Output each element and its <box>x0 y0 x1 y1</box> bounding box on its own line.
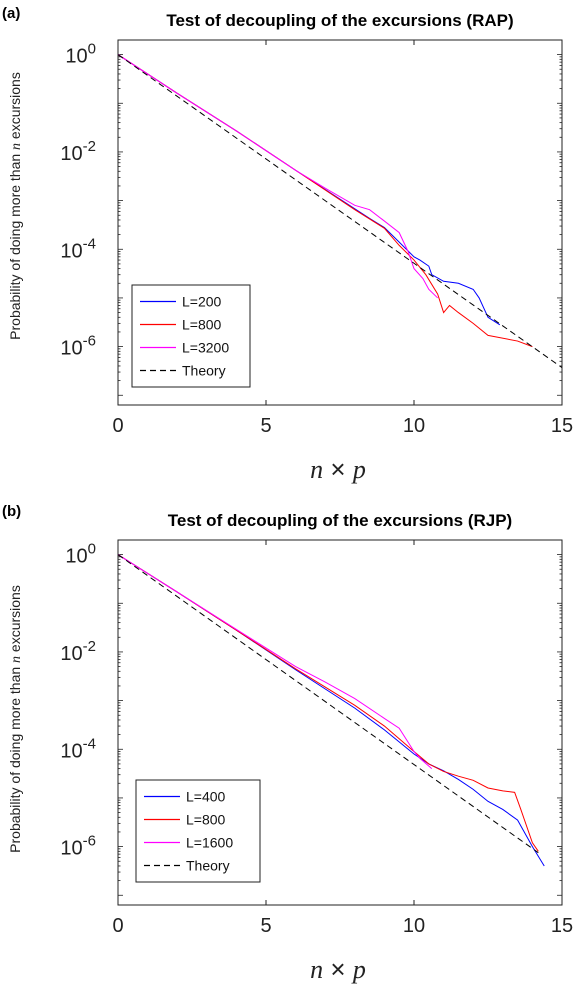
y-tick-label: 10-6 <box>60 333 96 360</box>
series-line-theory <box>118 554 539 854</box>
x-tick-label: 0 <box>112 915 123 937</box>
x-tick-label: 10 <box>403 915 425 937</box>
x-axis-label: n × p <box>310 954 366 984</box>
x-tick-label: 15 <box>551 415 573 437</box>
plot-area: 0 5 10 15 100 10-2 10-4 10-6 L=200 L=800 L=3200 The… <box>60 39 573 437</box>
legend-label: Theory <box>186 858 230 874</box>
y-tick-label: 10-2 <box>60 138 96 165</box>
y-tick-label: 10-4 <box>60 235 96 262</box>
legend-label: L=200 <box>182 294 222 310</box>
legend-label: L=800 <box>182 317 222 333</box>
x-tick-label: 10 <box>403 415 425 437</box>
x-tick-label: 15 <box>551 915 573 937</box>
chart-panel-a: (a) Test of decoupling of the excursions… <box>2 5 573 484</box>
x-tick-label: 5 <box>260 915 271 937</box>
legend: L=200 L=800 L=3200 Theory <box>131 284 251 388</box>
x-tick-label: 5 <box>260 415 271 437</box>
panel-label: (a) <box>2 5 20 22</box>
series-line-l-800 <box>118 554 539 852</box>
x-axis-label: n × p <box>310 454 366 484</box>
legend-label: L=400 <box>186 789 226 805</box>
legend-label: L=1600 <box>186 835 233 851</box>
y-axis-label: Probability of doing more than n excursi… <box>7 585 24 853</box>
axes-frame <box>117 39 563 406</box>
y-tick-label: 10-4 <box>60 735 96 762</box>
y-tick-label: 10-2 <box>60 638 96 665</box>
chart-title: Test of decoupling of the excursions (RJ… <box>168 511 512 530</box>
series-line-l-3200 <box>118 54 439 299</box>
chart-panel-b: (b) Test of decoupling of the excursions… <box>2 503 573 984</box>
x-tick-label: 0 <box>112 415 123 437</box>
legend-label: Theory <box>182 363 226 379</box>
y-tick-label: 100 <box>65 41 96 68</box>
plot-area: 0 5 10 15 100 10-2 10-4 10-6 L=400 L=800 L=1600 The… <box>60 539 573 937</box>
panel-label: (b) <box>2 503 21 520</box>
y-tick-label: 100 <box>65 541 96 568</box>
series-line-l-1600 <box>118 554 433 770</box>
chart-title: Test of decoupling of the excursions (RA… <box>166 11 513 30</box>
legend-label: L=800 <box>186 812 226 828</box>
y-tick-label: 10-6 <box>60 833 96 860</box>
series-line-theory <box>118 54 562 369</box>
y-axis-label: Probability of doing more than n excursi… <box>7 72 24 340</box>
axes-frame <box>117 539 563 906</box>
legend-label: L=3200 <box>182 340 229 356</box>
legend: L=400 L=800 L=1600 Theory <box>135 779 261 883</box>
